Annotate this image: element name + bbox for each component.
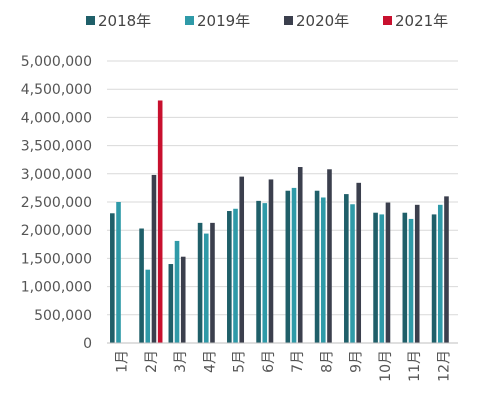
bar-2020年-11月 bbox=[414, 204, 420, 343]
bar-2018年-8月 bbox=[314, 190, 320, 343]
bar-2018年-12月 bbox=[431, 214, 437, 343]
legend-label: 2018年 bbox=[98, 12, 151, 30]
grid-lines bbox=[107, 60, 458, 344]
x-tick-label: 7月 bbox=[290, 350, 306, 373]
y-tick-label: 2,000,000 bbox=[21, 223, 92, 239]
x-tick-label: 5月 bbox=[232, 350, 248, 373]
x-tick-label: 1月 bbox=[115, 350, 131, 373]
y-tick-label: 5,000,000 bbox=[21, 54, 92, 70]
legend-swatch bbox=[185, 16, 194, 25]
bar-2019年-5月 bbox=[233, 208, 238, 343]
y-tick-label: 2,500,000 bbox=[21, 195, 92, 211]
bar-2018年-7月 bbox=[285, 190, 291, 343]
x-tick-label: 9月 bbox=[349, 350, 365, 373]
y-tick-label: 0 bbox=[83, 336, 92, 352]
bar-2019年-4月 bbox=[203, 233, 209, 343]
bar-2020年-6月 bbox=[268, 179, 274, 343]
legend-swatch bbox=[383, 16, 392, 25]
x-tick-label: 6月 bbox=[261, 350, 277, 373]
x-tick-label: 10月 bbox=[378, 350, 394, 382]
bar-2019年-6月 bbox=[262, 203, 268, 343]
bar-2018年-9月 bbox=[344, 194, 349, 343]
bar-2018年-6月 bbox=[256, 200, 261, 343]
bar-2019年-12月 bbox=[437, 204, 443, 343]
x-tick-label: 12月 bbox=[436, 350, 452, 382]
bar-2019年-9月 bbox=[350, 204, 355, 343]
bar-2019年-8月 bbox=[320, 197, 326, 343]
bar-2018年-1月 bbox=[110, 213, 115, 343]
x-tick-label: 8月 bbox=[319, 350, 335, 373]
x-tick-label: 2月 bbox=[144, 350, 160, 373]
bar-2019年-2月 bbox=[145, 269, 151, 343]
bar-2018年-10月 bbox=[373, 212, 378, 343]
bar-2020年-7月 bbox=[297, 167, 303, 343]
legend-label: 2020年 bbox=[296, 12, 349, 30]
x-tick-label: 11月 bbox=[407, 350, 423, 382]
bar-2018年-2月 bbox=[139, 228, 144, 343]
legend-swatch bbox=[284, 16, 293, 25]
bar-2018年-11月 bbox=[402, 212, 408, 343]
y-axis: 0 500,000 1,000,000 1,500,000 2,000,000 2,500… bbox=[21, 54, 92, 352]
bar-2018年-4月 bbox=[197, 222, 203, 343]
bar-2020年-3月 bbox=[180, 256, 186, 343]
y-tick-label: 4,000,000 bbox=[21, 110, 92, 126]
bar-2019年-3月 bbox=[174, 240, 180, 343]
bar-2020年-2月 bbox=[151, 174, 157, 343]
bar-2021年-2月 bbox=[157, 100, 163, 343]
bar-2020年-5月 bbox=[239, 176, 245, 343]
y-tick-label: 3,500,000 bbox=[21, 139, 92, 155]
legend-label: 2021年 bbox=[395, 12, 448, 30]
legend-label: 2019年 bbox=[197, 12, 250, 30]
y-tick-label: 1,500,000 bbox=[21, 251, 92, 267]
y-tick-label: 500,000 bbox=[34, 308, 92, 324]
bar-2019年-1月 bbox=[116, 202, 121, 343]
y-tick-label: 3,000,000 bbox=[21, 167, 92, 183]
x-tick-label: 3月 bbox=[173, 350, 189, 373]
bar-2019年-11月 bbox=[408, 218, 414, 343]
bar-2020年-10月 bbox=[385, 202, 391, 343]
bar-2020年-9月 bbox=[356, 182, 362, 343]
bar-2019年-7月 bbox=[291, 187, 297, 343]
bar-2019年-10月 bbox=[379, 214, 385, 343]
legend: 2018年 2019年 2020年 2021年 bbox=[86, 12, 448, 30]
x-axis: 1月 2月 3月 4月 5月 6月 7月 8月 9月 10月 11月 12月 bbox=[107, 342, 458, 382]
y-tick-label: 1,000,000 bbox=[21, 280, 92, 296]
bars bbox=[110, 100, 449, 343]
bar-2018年-3月 bbox=[168, 264, 174, 343]
bar-2020年-12月 bbox=[444, 196, 449, 343]
bar-2018年-5月 bbox=[227, 211, 232, 343]
legend-swatch bbox=[86, 16, 95, 25]
bar-2020年-8月 bbox=[327, 169, 332, 343]
y-tick-label: 4,500,000 bbox=[21, 82, 92, 98]
bar-2020年-4月 bbox=[210, 222, 215, 343]
x-tick-label: 4月 bbox=[202, 350, 218, 373]
